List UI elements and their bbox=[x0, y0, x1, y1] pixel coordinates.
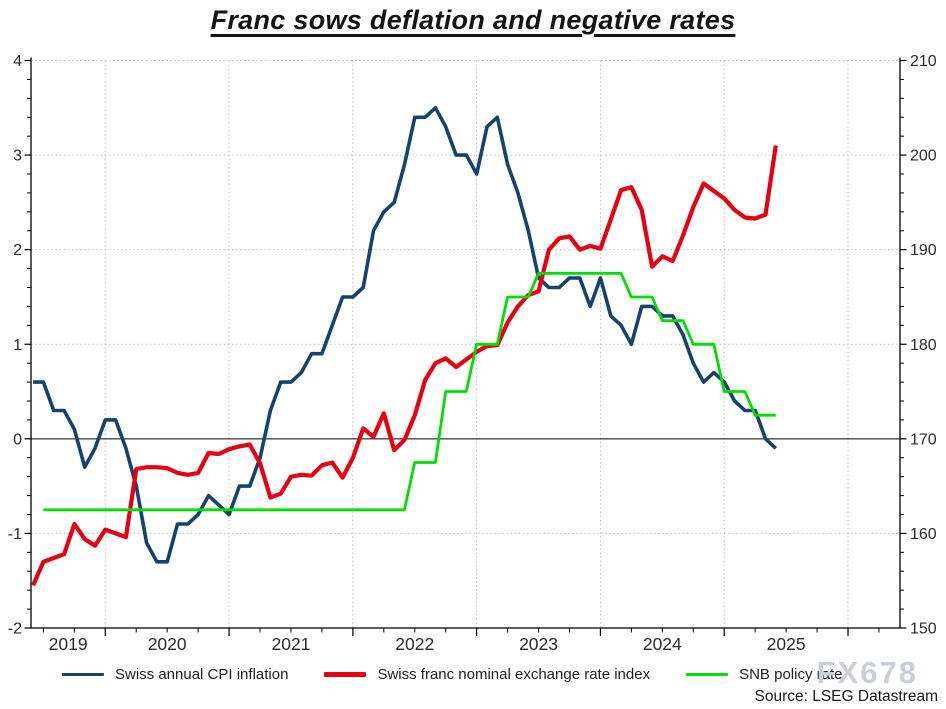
legend-item-cpi: Swiss annual CPI inflation bbox=[62, 666, 288, 683]
svg-text:160: 160 bbox=[910, 526, 937, 543]
svg-text:2: 2 bbox=[13, 242, 22, 259]
svg-text:190: 190 bbox=[910, 242, 937, 259]
svg-text:200: 200 bbox=[910, 148, 937, 165]
svg-text:210: 210 bbox=[910, 53, 937, 70]
source-credit: Source: LSEG Datastream bbox=[754, 688, 939, 705]
svg-text:2024: 2024 bbox=[643, 634, 682, 654]
svg-text:2025: 2025 bbox=[767, 634, 806, 654]
svg-text:170: 170 bbox=[910, 431, 937, 448]
svg-text:3: 3 bbox=[13, 148, 22, 165]
legend-swatch-policy-rate bbox=[686, 673, 729, 676]
svg-text:-2: -2 bbox=[8, 621, 22, 638]
svg-text:2020: 2020 bbox=[148, 634, 187, 654]
legend-label: Swiss annual CPI inflation bbox=[115, 666, 289, 683]
legend-label: SNB policy rate bbox=[739, 666, 843, 683]
watermark: FX678 bbox=[816, 655, 918, 690]
svg-text:1: 1 bbox=[13, 337, 22, 354]
svg-text:2019: 2019 bbox=[49, 634, 88, 654]
svg-text:2021: 2021 bbox=[271, 634, 310, 654]
legend-item-policy-rate: SNB policy rate bbox=[686, 666, 842, 683]
legend-item-franc-index: Swiss franc nominal exchange rate index bbox=[324, 666, 650, 683]
svg-text:150: 150 bbox=[910, 621, 937, 638]
svg-text:2023: 2023 bbox=[519, 634, 558, 654]
legend-swatch-cpi bbox=[62, 672, 104, 677]
svg-text:0: 0 bbox=[13, 431, 22, 448]
svg-text:2022: 2022 bbox=[395, 634, 434, 654]
chart-legend: Swiss annual CPI inflation Swiss franc n… bbox=[62, 666, 842, 683]
chart-title: Franc sows deflation and negative rates bbox=[210, 5, 736, 35]
svg-text:-1: -1 bbox=[8, 526, 22, 543]
legend-swatch-franc-index bbox=[324, 672, 367, 677]
legend-label: Swiss franc nominal exchange rate index bbox=[377, 666, 651, 683]
svg-text:4: 4 bbox=[13, 53, 22, 70]
svg-text:180: 180 bbox=[910, 337, 937, 354]
